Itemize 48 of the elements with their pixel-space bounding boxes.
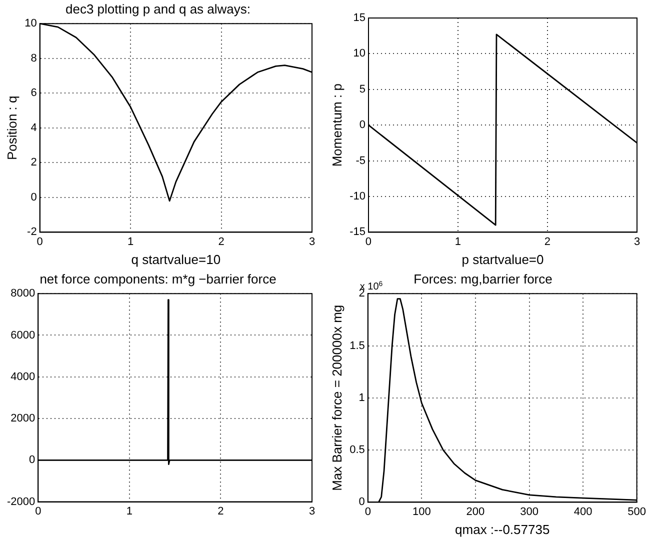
x-tick-label: 1	[126, 505, 132, 518]
x-tick-label: 1	[454, 236, 462, 248]
chart-title: dec3 plotting p and q as always:	[65, 1, 251, 16]
y-axis-title: Max Barrier force = 200000x mg	[329, 304, 344, 491]
chart-title: Forces: mg,barrier force	[414, 271, 552, 286]
x-tick-label: 1	[127, 236, 134, 248]
y-tick-label: 0	[359, 119, 366, 132]
y-tick-label: 6	[30, 87, 37, 100]
y-tick-label: -10	[350, 190, 366, 203]
x-tick-label: 2	[218, 505, 224, 518]
x-tick-label: 400	[574, 506, 592, 518]
y-tick-label: 2	[30, 156, 37, 169]
x-tick-label: 500	[628, 506, 646, 518]
y-tick-label: -5	[356, 154, 366, 167]
x-axis-title: q startvalue=10	[131, 252, 221, 267]
x-tick-label: 3	[308, 505, 316, 518]
x-tick-label: 200	[466, 506, 485, 518]
y-tick-label: 10	[24, 18, 37, 30]
x-axis-title: p startvalue=0	[462, 252, 544, 267]
x-tick-label: 3	[308, 236, 316, 248]
y-tick-label: 0	[358, 496, 365, 508]
x-tick-label: 2	[218, 236, 224, 248]
y-tick-label: 8	[30, 52, 37, 64]
y-tick-label: 1	[358, 392, 365, 404]
y-tick-label: 4	[30, 122, 37, 134]
y-tick-label: 10	[353, 48, 366, 60]
x-tick-label: 100	[412, 506, 431, 518]
y-tick-label: 1.5	[350, 340, 365, 352]
x-axis-title: qmax :--0.57735	[455, 522, 550, 537]
y-tick-label: -15	[350, 226, 366, 238]
y-tick-label: 2	[358, 288, 365, 300]
y-tick-label: 0.5	[350, 444, 365, 456]
y-tick-label: 0	[29, 454, 36, 466]
y-tick-label: 2000	[10, 412, 36, 425]
x-tick-label: 300	[520, 506, 538, 518]
y-tick-label: 15	[353, 12, 366, 24]
y-axis-title: Position : q	[4, 96, 20, 160]
x-tick-label: 3	[634, 236, 640, 248]
y-tick-label: 8000	[10, 288, 36, 300]
y-axis-title: Momentum : p	[329, 84, 344, 167]
y-tick-label: 4000	[10, 370, 36, 383]
y-tick-label: 6000	[10, 329, 36, 342]
y-tick-label: -2000	[6, 496, 36, 508]
y-tick-label: 0	[30, 191, 37, 204]
y-tick-label: -2	[27, 226, 37, 238]
x-tick-label: 2	[544, 236, 551, 248]
chart-title: net force components: m*g −barrier force	[40, 271, 276, 286]
y-tick-label: 5	[359, 83, 366, 96]
